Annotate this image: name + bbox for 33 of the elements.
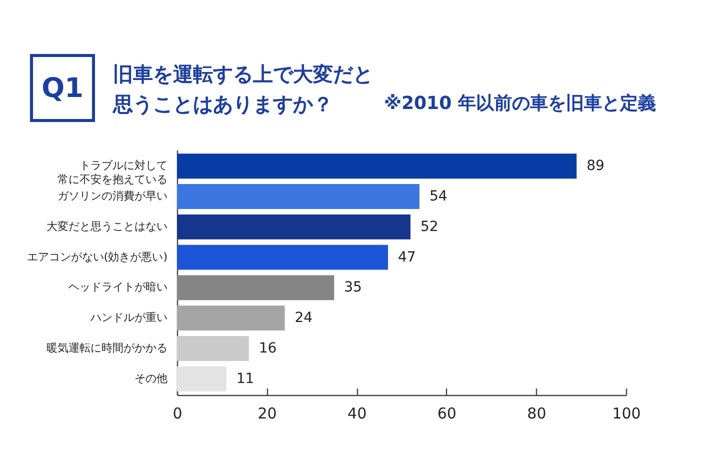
x-tick-label: 80 <box>527 404 546 422</box>
bar <box>177 214 410 240</box>
bar <box>177 336 249 361</box>
data-label: 16 <box>258 340 277 356</box>
x-tick-label: 40 <box>348 404 367 422</box>
text: Q1 <box>30 54 95 122</box>
y-tick-label: ガソリンの消費が早い <box>58 190 168 203</box>
y-tick-label: その他 <box>134 372 168 385</box>
bar <box>177 306 285 331</box>
x-tick-label: 60 <box>437 404 456 422</box>
data-label: 52 <box>420 218 438 235</box>
bar <box>177 275 334 300</box>
x-tick-label: 20 <box>258 404 277 422</box>
data-label: 24 <box>294 310 313 326</box>
x-tick-label: 100 <box>612 404 641 422</box>
y-tick-label: エアコンがない(効きが悪い) <box>26 250 168 264</box>
chart-subtitle: ※2010 年以前の車を旧車と定義 <box>384 92 656 116</box>
bar <box>177 184 420 209</box>
data-label: 89 <box>586 158 604 174</box>
data-label: 35 <box>344 280 362 296</box>
x-tick-label: 0 <box>172 404 182 422</box>
data-label: 47 <box>398 249 416 266</box>
chart-title: 旧車を運転する上で大変だと思うことはありますか？ <box>113 61 373 118</box>
y-tick-label: ヘッドライトが暗い <box>68 280 168 294</box>
y-tick-label: トラブルに対して常に不安を抱えている <box>58 159 168 186</box>
bar <box>177 366 226 392</box>
y-tick-label: ハンドルが重い <box>90 311 168 324</box>
data-label: 54 <box>429 188 448 205</box>
y-tick-label: 大変だと思うことはない <box>46 220 168 233</box>
bar <box>177 154 577 179</box>
data-label: 11 <box>236 370 254 387</box>
bar <box>177 244 388 270</box>
y-tick-label: 暖気運転に時間がかかる <box>46 341 168 354</box>
